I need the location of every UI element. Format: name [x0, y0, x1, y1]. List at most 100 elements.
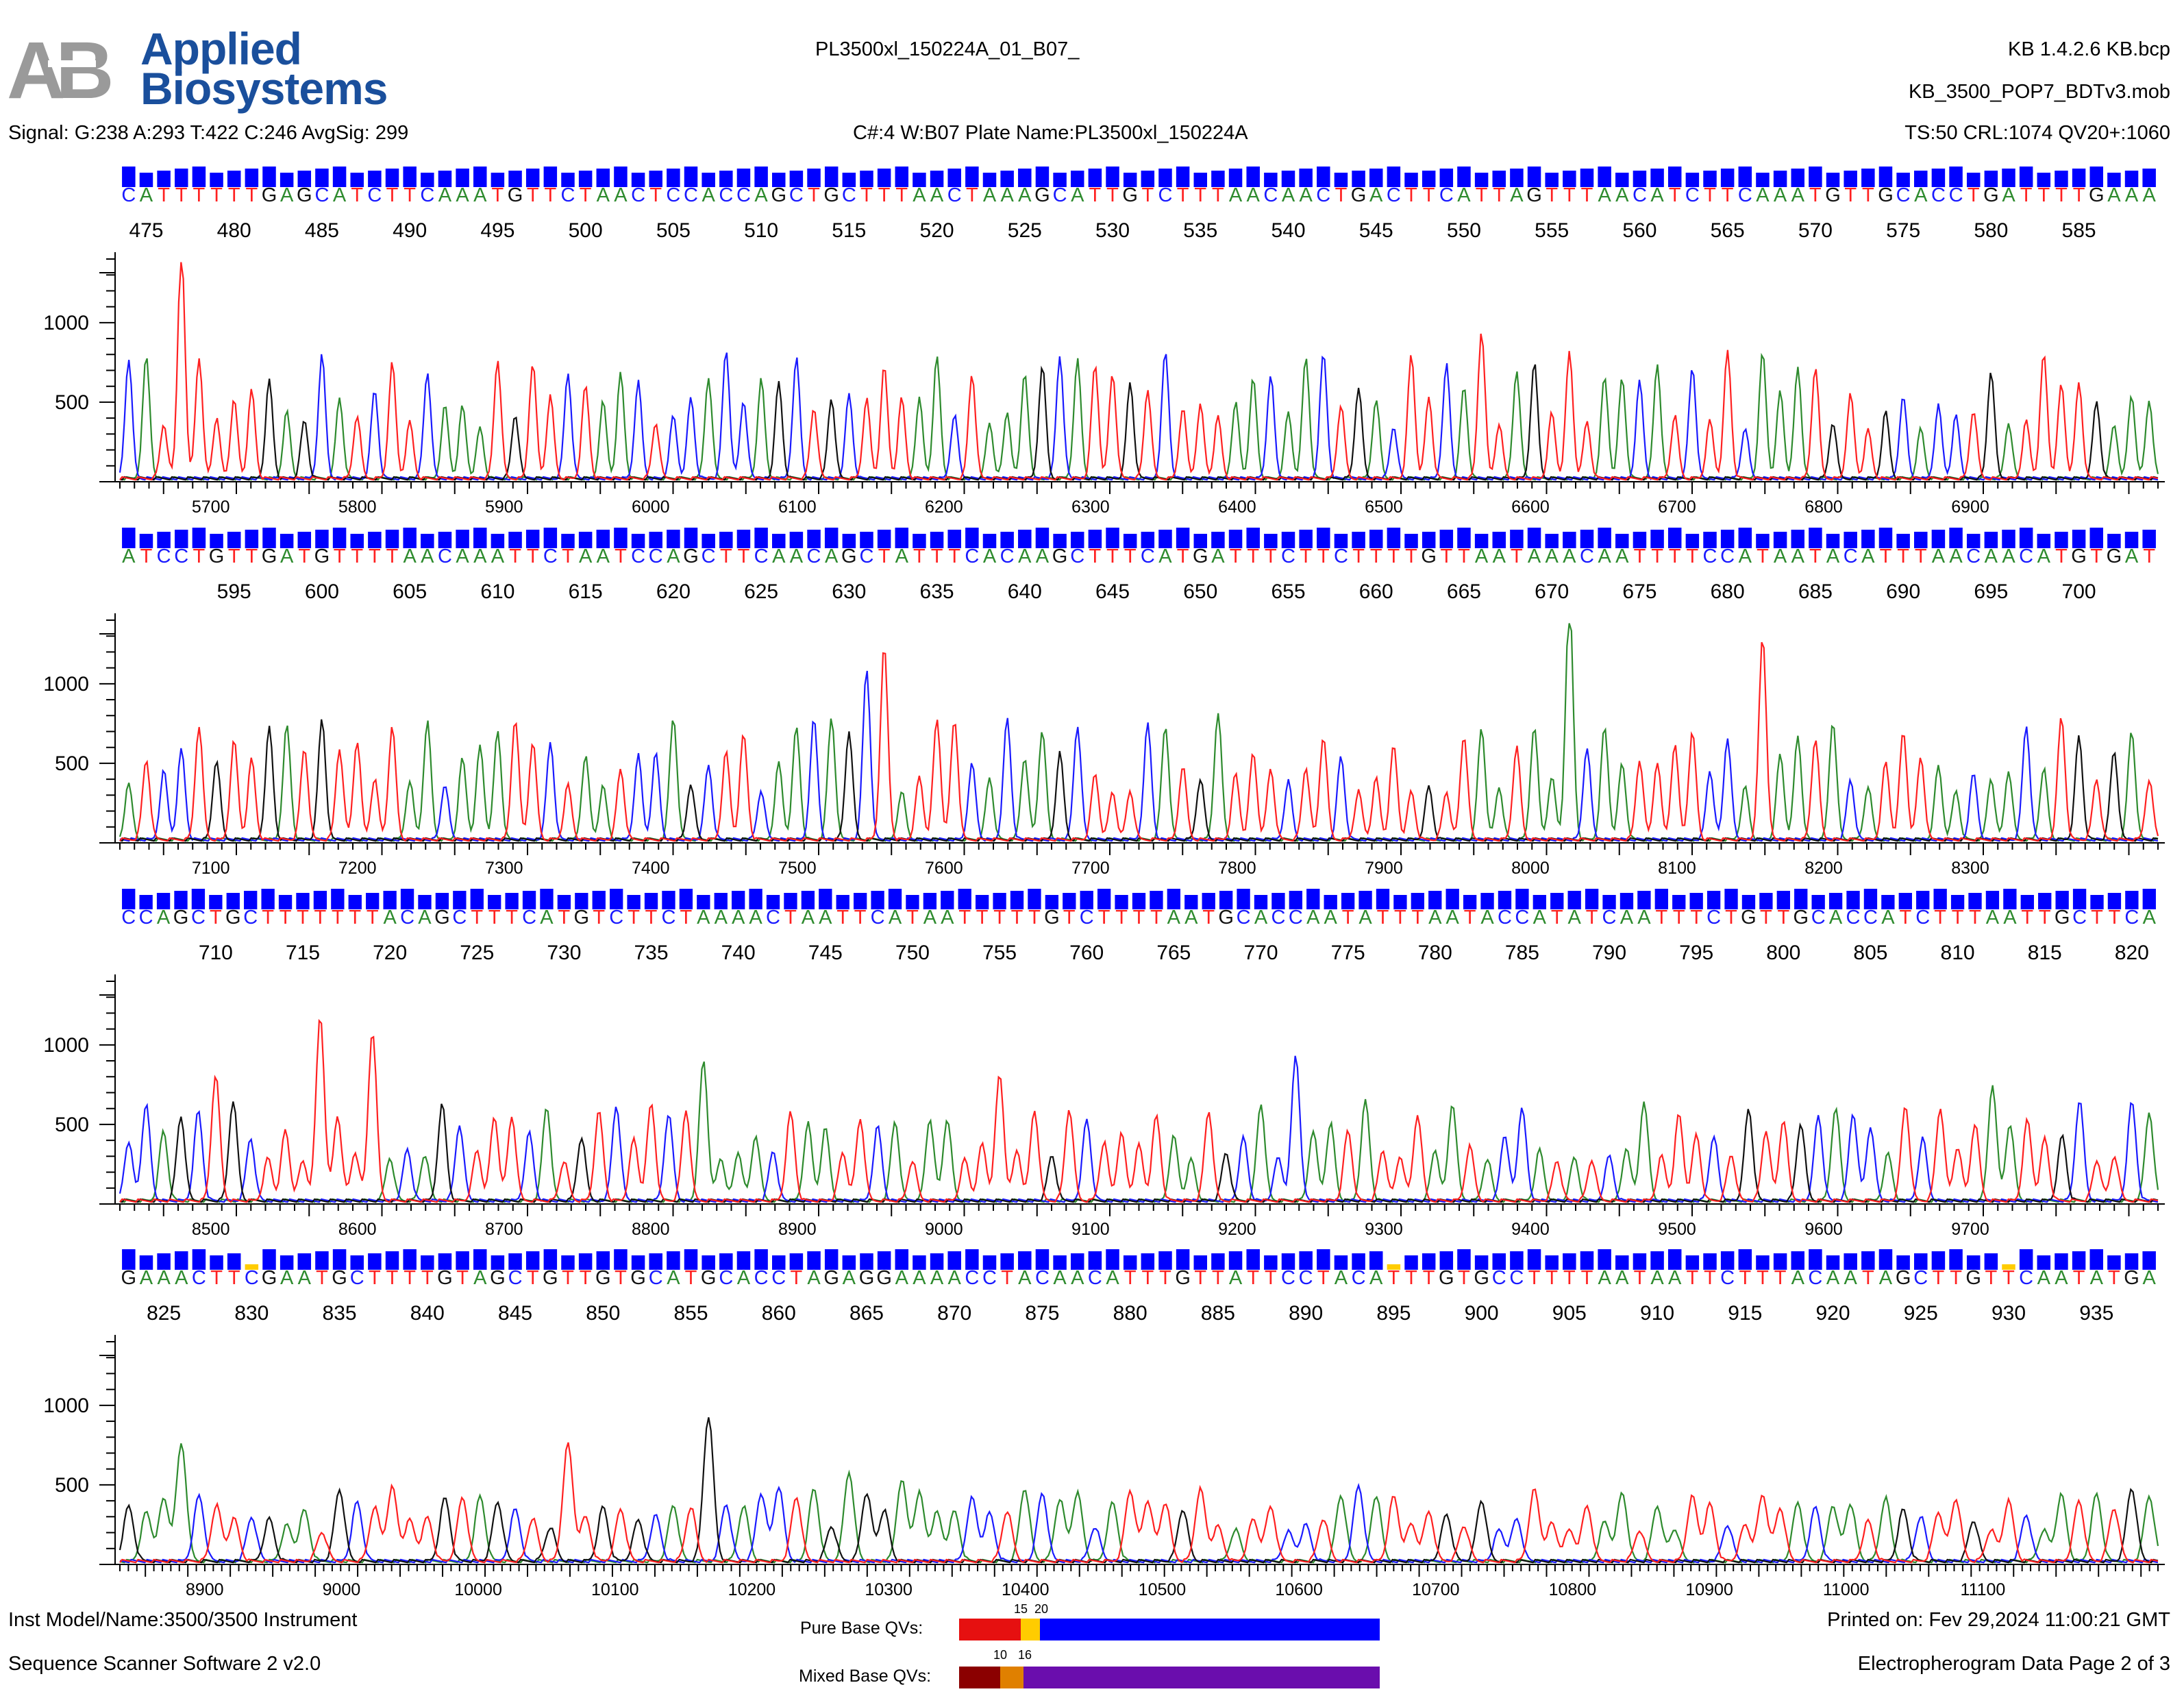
base-call: G — [314, 545, 330, 567]
qv-bar — [913, 1255, 926, 1270]
qv-bar — [1532, 895, 1546, 909]
base-number-label: 605 — [393, 580, 427, 603]
base-call: C — [2124, 907, 2139, 929]
base-call: T — [351, 184, 363, 206]
qv-bar — [1650, 169, 1664, 187]
qv-bar — [947, 169, 961, 187]
base-call: T — [1230, 545, 1242, 567]
qv-bar — [313, 891, 327, 909]
qv-bar — [842, 1255, 856, 1270]
base-number-label: 675 — [1622, 580, 1656, 603]
qv-bar — [297, 1253, 312, 1270]
base-call: C — [871, 907, 885, 929]
base-call: T — [1133, 907, 1145, 929]
base-call: G — [1439, 1267, 1454, 1289]
base-call: A — [1229, 184, 1243, 206]
base-call: T — [210, 1267, 223, 1289]
base-number-label: 850 — [586, 1302, 620, 1325]
qv-bar — [1115, 895, 1128, 909]
base-call: C — [191, 907, 206, 929]
qv-bar — [1000, 1253, 1014, 1270]
qv-bar — [403, 167, 417, 187]
qv-bar — [877, 1251, 891, 1270]
base-call: T — [404, 1267, 416, 1289]
qv-bar — [824, 528, 839, 548]
base-call: C — [367, 184, 382, 206]
base-call: A — [895, 545, 909, 567]
qv-bar — [561, 534, 575, 548]
qv-bar — [766, 895, 780, 909]
base-call: C — [842, 184, 856, 206]
base-call: T — [1089, 184, 1102, 206]
scan-tick-label: 7800 — [1218, 859, 1256, 878]
base-call: T — [1809, 545, 1822, 567]
base-number-label: 540 — [1271, 219, 1305, 242]
scan-tick-label: 9400 — [1511, 1220, 1550, 1239]
qv-bar — [1428, 891, 1442, 909]
qv-bar — [1654, 889, 1668, 909]
qv-bar — [982, 1255, 997, 1270]
base-call: A — [1446, 907, 1460, 929]
base-call: G — [859, 1267, 875, 1289]
base-call: C — [2019, 545, 2033, 567]
base-call: T — [349, 907, 361, 929]
qv-bar — [1949, 1249, 1963, 1270]
base-call: A — [1563, 545, 1576, 567]
base-number-label: 865 — [849, 1302, 884, 1325]
base-call: C — [754, 1267, 769, 1289]
qv-bar — [350, 534, 364, 548]
base-call: T — [1862, 1267, 1874, 1289]
base-number-label: 585 — [2062, 219, 2096, 242]
scan-tick-label: 10500 — [1139, 1580, 1187, 1599]
base-call: A — [1533, 907, 1547, 929]
qv-bar — [297, 171, 312, 187]
qv-bar — [684, 1249, 698, 1270]
qv-bar — [1724, 889, 1738, 909]
base-call: T — [1265, 545, 1277, 567]
qv-bar — [1299, 530, 1313, 548]
trace-A — [119, 1061, 2159, 1203]
qv-bar — [1281, 171, 1295, 187]
qv-bar — [1264, 1255, 1278, 1270]
base-call: T — [1141, 1267, 1154, 1289]
qv-bar — [1580, 530, 1594, 548]
base-call: A — [2055, 1267, 2068, 1289]
base-call: A — [280, 1267, 294, 1289]
base-call: T — [1212, 184, 1224, 206]
base-number-label: 745 — [808, 942, 843, 964]
scan-tick-label: 8900 — [778, 1220, 817, 1239]
qv-bar — [1123, 1255, 1137, 1270]
scan-tick-label: 8700 — [485, 1220, 523, 1239]
base-call: C — [1949, 184, 1963, 206]
qv-bar — [1826, 173, 1840, 187]
base-call: T — [562, 545, 574, 567]
qv-bar — [1933, 889, 1947, 909]
base-call: A — [2037, 545, 2051, 567]
qv-bar — [2055, 891, 2069, 909]
qv-bar — [1966, 1255, 1981, 1270]
qv-bar — [1949, 167, 1963, 187]
base-number-label: 815 — [2028, 942, 2062, 964]
qv-bar — [1826, 1255, 1840, 1270]
base-call: C — [771, 1267, 786, 1289]
qv-bar — [1106, 1249, 1119, 1270]
base-call: C — [543, 545, 558, 567]
qv-bar — [1445, 889, 1459, 909]
base-call: G — [771, 184, 786, 206]
base-call: T — [1458, 1267, 1470, 1289]
applied-biosystems-logo: AB Applied Biosystems — [7, 25, 390, 116]
qv-bar — [807, 169, 821, 187]
qv-bar — [383, 891, 397, 909]
scan-tick-label: 9100 — [1071, 1220, 1110, 1239]
base-call: A — [2002, 545, 2015, 567]
base-call: T — [228, 545, 240, 567]
base-call: A — [1071, 184, 1084, 206]
qv-bar — [1028, 889, 1041, 909]
qv-bar — [2055, 532, 2068, 548]
base-call: C — [789, 184, 804, 206]
base-call: T — [2091, 907, 2103, 929]
base-call: C — [1088, 1267, 1102, 1289]
base-call: T — [2039, 907, 2051, 929]
qv-bar — [122, 528, 136, 548]
base-call: T — [1177, 545, 1189, 567]
